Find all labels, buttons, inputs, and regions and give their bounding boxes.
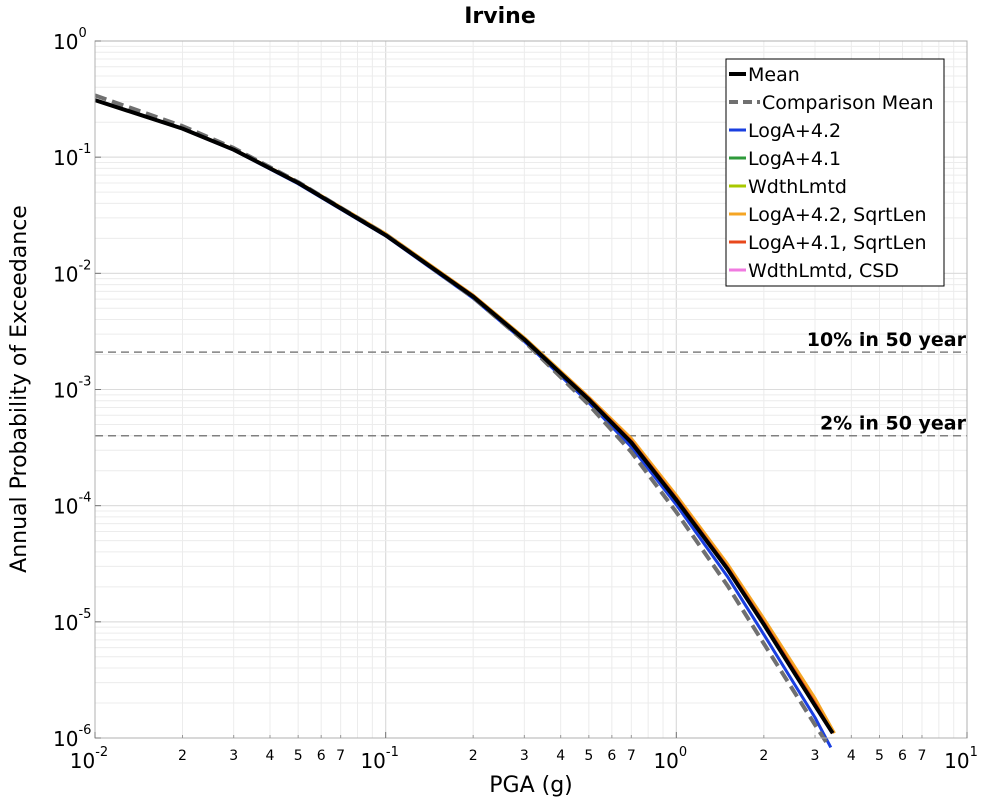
x-minor-tick-label: 6 [898, 748, 907, 764]
x-minor-tick-label: 5 [584, 748, 593, 764]
x-minor-tick-label: 7 [336, 748, 345, 764]
reference-lines: 10% in 50 year 2% in 50 year [95, 329, 967, 437]
reference-line-label: 10% in 50 year [807, 329, 967, 351]
legend-label: WdthLmtd [748, 176, 847, 198]
series-lines [94, 93, 836, 749]
legend-label: LogA+4.1, SqrtLen [748, 232, 927, 254]
x-minor-tick-label: 6 [607, 748, 616, 764]
y-axis-label: Annual Probability of Exceedance [7, 205, 32, 573]
x-minor-tick-label: 3 [520, 748, 529, 764]
y-tick-label: 100 [53, 26, 87, 54]
legend-label: LogA+4.2 [748, 120, 841, 142]
x-minor-tick-label: 3 [229, 748, 238, 764]
x-tick-label: 100 [653, 745, 687, 773]
x-minor-tick-label: 6 [317, 748, 326, 764]
legend-label: WdthLmtd, CSD [748, 260, 899, 282]
legend-label: LogA+4.1 [748, 148, 841, 170]
x-minor-tick-label: 3 [811, 748, 820, 764]
y-tick-label: 10-3 [53, 375, 91, 403]
legend-box [725, 58, 945, 287]
y-axis-ticks: 100 10-1 10-2 10-3 10-4 10-5 10-6 [53, 26, 101, 751]
x-minor-tick-label: 7 [918, 748, 927, 764]
y-tick-label: 10-4 [53, 491, 91, 519]
y-tick-label: 10-5 [53, 607, 91, 635]
x-tick-label: 10-2 [70, 745, 108, 773]
x-minor-tick-label: 4 [266, 748, 275, 764]
series-line [94, 98, 835, 735]
series-line [94, 93, 831, 748]
y-tick-label: 10-1 [53, 142, 91, 170]
x-minor-tick-label: 7 [627, 748, 636, 764]
x-tick-label: 10-1 [360, 745, 398, 773]
legend-label: Mean [748, 64, 800, 86]
y-tick-label: 10-6 [53, 723, 91, 751]
x-minor-tick-label: 4 [847, 748, 856, 764]
x-minor-tick-label: 2 [178, 748, 187, 764]
x-minor-tick-label: 5 [294, 748, 303, 764]
legend-label: LogA+4.2, SqrtLen [748, 204, 927, 226]
x-minor-tick-label: 4 [556, 748, 565, 764]
legend-label: Comparison Mean [762, 92, 934, 114]
chart-title: Irvine [464, 4, 536, 29]
x-minor-tick-label: 5 [875, 748, 884, 764]
x-minor-tick-label: 2 [469, 748, 478, 764]
reference-line-label: 2% in 50 year [820, 413, 967, 435]
legend: Mean Comparison Mean LogA+4.2 LogA+4.1 WdthL… [725, 58, 945, 287]
x-tick-label: 101 [944, 745, 978, 773]
grid-lines [94, 40, 968, 739]
x-axis-label: PGA (g) [489, 773, 573, 798]
y-tick-label: 10-2 [53, 258, 91, 286]
x-minor-tick-label: 2 [759, 748, 768, 764]
